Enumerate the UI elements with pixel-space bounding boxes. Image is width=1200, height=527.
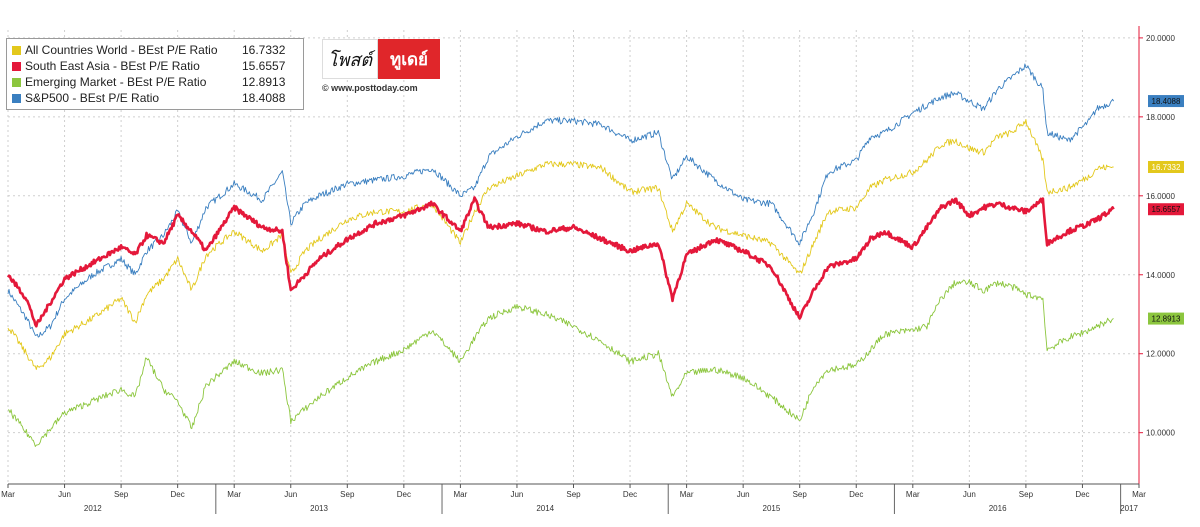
last-value-label: 12.8913	[1152, 315, 1181, 324]
posttoday-logo: โพสต์ ทูเดย์ © www.posttoday.com	[322, 39, 440, 93]
last-value-tag	[1148, 160, 1184, 173]
legend-item: All Countries World - BEst P/E Ratio 16.…	[12, 42, 298, 58]
legend-series-value: 12.8913	[242, 75, 286, 89]
x-tick-label: Dec	[849, 490, 863, 499]
x-tick-label: Sep	[566, 490, 581, 499]
series-line	[7, 63, 1114, 338]
x-tick-label: Mar	[680, 490, 694, 499]
x-tick-label: Jun	[284, 490, 297, 499]
x-tick-label: Dec	[623, 490, 637, 499]
legend-series-name: S&P500 - BEst P/E Ratio	[25, 91, 160, 105]
x-year-label: 2012	[84, 504, 102, 513]
last-value-tag	[1148, 203, 1184, 216]
x-tick-label: Sep	[1019, 490, 1034, 499]
x-year-label: 2014	[536, 504, 554, 513]
x-tick-label: Jun	[963, 490, 976, 499]
x-tick-label: Mar	[1, 490, 15, 499]
legend-item: Emerging Market - BEst P/E Ratio 12.8913	[12, 74, 298, 90]
last-value-label: 18.4088	[1152, 97, 1181, 106]
x-year-label: 2017	[1120, 504, 1138, 513]
legend-item: South East Asia - BEst P/E Ratio 15.6557	[12, 58, 298, 74]
x-tick-label: Jun	[58, 490, 71, 499]
legend-series-value: 15.6557	[242, 59, 286, 73]
chart-legend: All Countries World - BEst P/E Ratio 16.…	[6, 38, 304, 110]
x-tick-label: Mar	[1132, 490, 1146, 499]
logo-box: โพสต์ ทูเดย์	[322, 39, 440, 79]
x-year-label: 2015	[763, 504, 781, 513]
x-tick-label: Jun	[510, 490, 523, 499]
y-tick-label: 18.0000	[1146, 113, 1175, 122]
series-line	[6, 196, 1115, 328]
y-tick-label: 14.0000	[1146, 271, 1175, 280]
x-tick-label: Mar	[454, 490, 468, 499]
last-value-tag	[1148, 312, 1184, 325]
x-year-label: 2013	[310, 504, 328, 513]
last-value-label: 16.7332	[1152, 163, 1181, 172]
x-year-label: 2016	[989, 504, 1007, 513]
legend-series-name: South East Asia - BEst P/E Ratio	[25, 59, 200, 73]
y-tick-label: 16.0000	[1146, 192, 1175, 201]
x-tick-label: Sep	[340, 490, 355, 499]
last-value-label: 15.6557	[1152, 205, 1181, 214]
legend-swatch	[12, 45, 21, 55]
logo-text-left: โพสต์	[322, 39, 378, 79]
legend-swatch	[12, 77, 21, 87]
x-tick-label: Dec	[1075, 490, 1089, 499]
y-tick-label: 10.0000	[1146, 429, 1175, 438]
series-line	[7, 119, 1114, 370]
legend-swatch	[12, 61, 21, 71]
legend-series-value: 16.7332	[242, 43, 286, 57]
y-tick-label: 20.0000	[1146, 34, 1175, 43]
legend-series-name: Emerging Market - BEst P/E Ratio	[25, 75, 207, 89]
series-line	[7, 279, 1114, 447]
legend-series-name: All Countries World - BEst P/E Ratio	[25, 43, 218, 57]
x-tick-label: Mar	[227, 490, 241, 499]
legend-series-value: 18.4088	[242, 91, 286, 105]
logo-text-right: ทูเดย์	[378, 39, 440, 79]
legend-swatch	[12, 93, 21, 103]
x-tick-label: Dec	[171, 490, 185, 499]
y-tick-label: 12.0000	[1146, 350, 1175, 359]
x-tick-label: Mar	[906, 490, 920, 499]
x-tick-label: Jun	[737, 490, 750, 499]
x-tick-label: Dec	[397, 490, 411, 499]
x-tick-label: Sep	[793, 490, 808, 499]
x-tick-label: Sep	[114, 490, 129, 499]
legend-item: S&P500 - BEst P/E Ratio 18.4088	[12, 90, 298, 106]
logo-url: © www.posttoday.com	[322, 83, 418, 93]
last-value-tag	[1148, 95, 1184, 108]
